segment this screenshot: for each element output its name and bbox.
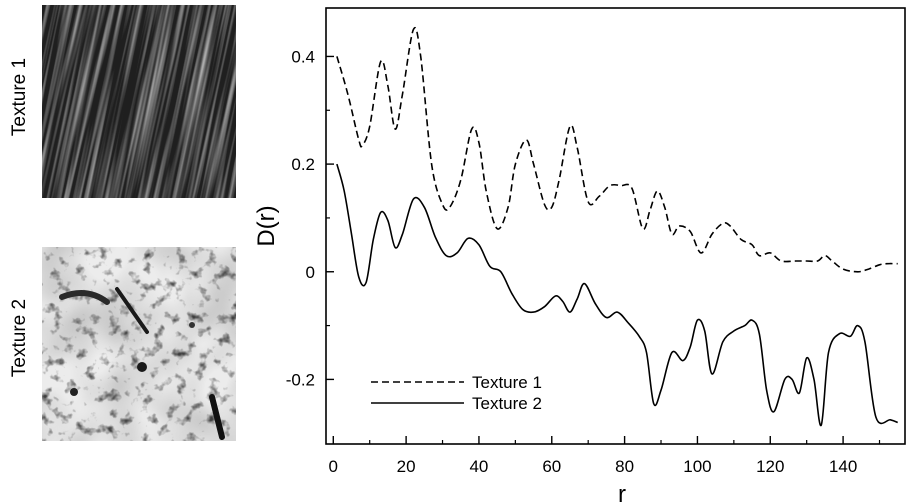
- x-tick-label: 0: [329, 457, 338, 476]
- plot-frame: [325, 7, 906, 445]
- y-tick-label: -0.2: [286, 370, 315, 389]
- x-tick-label: 120: [756, 457, 784, 476]
- texture-1-image: [42, 5, 236, 198]
- y-tick-label: 0.4: [291, 47, 315, 66]
- x-tick-label: 60: [542, 457, 561, 476]
- series-line-texture-1: [336, 27, 898, 273]
- x-axis-label: r: [618, 481, 626, 504]
- x-tick-label: 80: [615, 457, 634, 476]
- x-tick-label: 140: [829, 457, 857, 476]
- legend: Texture 1 Texture 2: [371, 373, 542, 413]
- x-axis: 0 20 40 60 80 100 120 140: [329, 436, 881, 476]
- texture-2-image: [42, 247, 236, 441]
- x-tick-label: 20: [397, 457, 416, 476]
- y-axis-label: D(r): [253, 205, 280, 246]
- y-tick-label: 0: [306, 263, 315, 282]
- y-tick-label: 0.2: [291, 155, 315, 174]
- legend-label-texture-1: Texture 1: [472, 373, 542, 392]
- series-layer: [336, 27, 899, 427]
- x-tick-label: 40: [469, 457, 488, 476]
- x-tick-label: 100: [683, 457, 711, 476]
- series-line-texture-2: [336, 163, 899, 427]
- legend-label-texture-2: Texture 2: [472, 394, 542, 413]
- y-axis: -0.2 0 0.2 0.4: [286, 47, 334, 389]
